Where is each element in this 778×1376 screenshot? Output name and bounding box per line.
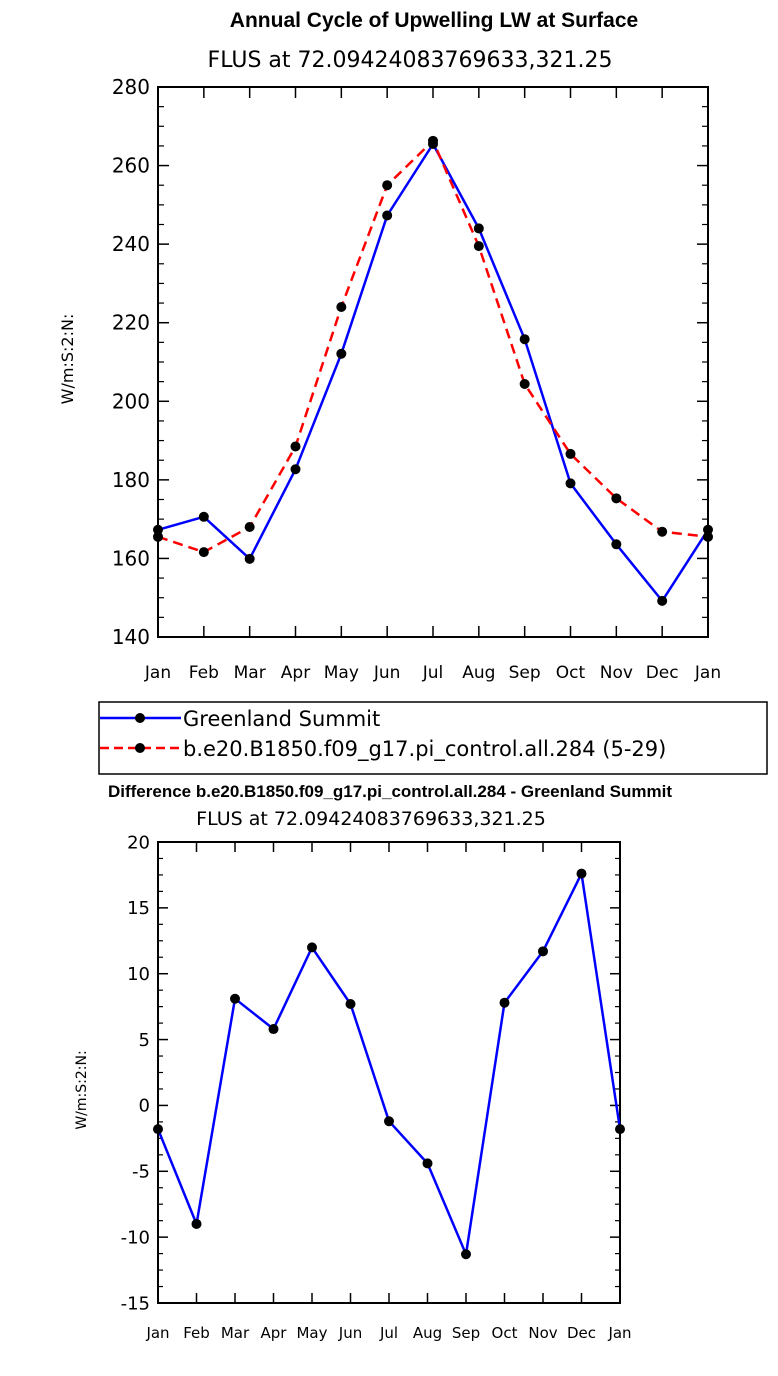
chart2-series-1-point <box>230 993 240 1004</box>
chart2-ytick-label: 5 <box>139 1030 150 1051</box>
chart2-series-1-point <box>384 1116 394 1127</box>
chart2-series-1-point <box>461 1249 471 1260</box>
chart2-xtick-label: Jan <box>607 1324 631 1342</box>
legend-marker-series-2 <box>135 743 145 753</box>
chart2-series-1-point <box>307 942 317 953</box>
chart2-ytick-label: 15 <box>127 898 150 919</box>
chart1-series-1-point <box>611 539 622 550</box>
chart1-xtick-label: May <box>324 663 359 683</box>
chart2-ytick-label: -15 <box>121 1293 150 1314</box>
chart2-plot-frame <box>157 841 621 1304</box>
chart1-series-1-point <box>565 478 576 489</box>
chart1-series-1-point <box>153 524 163 535</box>
chart1-series-2-point <box>382 180 393 191</box>
chart1-series-1-point <box>519 334 530 345</box>
chart1-series-2-point <box>565 448 576 459</box>
chart1-series-2-point <box>336 302 347 312</box>
chart1-series-2-point <box>611 493 622 504</box>
chart2-series-1-point <box>268 1024 279 1035</box>
chart2-ytick-label: 20 <box>127 832 150 853</box>
chart1-xtick-label: Aug <box>462 663 495 683</box>
chart1-ytick-label: 140 <box>112 625 150 649</box>
chart2-series-1-point <box>422 1158 433 1169</box>
chart1-xtick-label: Mar <box>234 663 266 683</box>
chart1-ytick-label: 220 <box>112 311 150 335</box>
chart2-xtick-label: Jun <box>338 1324 362 1342</box>
chart1-xtick-label: Jul <box>422 663 444 683</box>
chart1-series-1-point <box>703 524 713 535</box>
legend-marker-series-1 <box>135 713 145 723</box>
chart1-series-2-point <box>473 241 484 252</box>
chart2-series-1-point <box>576 868 587 879</box>
chart1-title: Annual Cycle of Upwelling LW at Surface <box>230 9 638 32</box>
chart2-series-1-point <box>615 1124 625 1135</box>
chart1-xtick-label: Nov <box>600 663 633 683</box>
chart1-series-2-line <box>157 139 709 554</box>
legend-box <box>98 701 768 775</box>
chart2-xtick-label: Dec <box>567 1324 596 1342</box>
chart2-series-1-point <box>153 1124 163 1135</box>
chart1-series-1-point <box>473 223 484 234</box>
chart1-series-2-point <box>153 531 163 542</box>
chart1-xtick-label: Sep <box>509 663 541 683</box>
chart1-series-2-point <box>290 441 301 452</box>
chart2-series-1-line <box>156 872 622 1256</box>
chart2-xtick-label: Oct <box>492 1324 518 1342</box>
chart1-xtick-label: Jan <box>694 663 721 683</box>
chart1-series-2-point <box>198 547 209 558</box>
chart2-subtitle: FLUS at 72.09424083769633,321.25 <box>196 808 546 830</box>
chart2-xtick-label: Aug <box>413 1324 442 1342</box>
chart1-subtitle: FLUS at 72.09424083769633,321.25 <box>208 48 613 73</box>
chart1-ytick-label: 200 <box>112 389 150 413</box>
chart1-series-2-point <box>428 135 438 146</box>
chart2-series-1-point <box>499 997 510 1008</box>
chart2-series-1-point <box>345 999 356 1010</box>
chart1-ylabel: W/m:S:2:N: <box>58 314 77 405</box>
chart1-series-1-point <box>198 511 209 522</box>
chart2-xtick-label: Apr <box>261 1324 288 1342</box>
chart2-xtick-label: Sep <box>452 1324 480 1342</box>
chart1-series-2-point <box>703 531 713 542</box>
chart1-xtick-label: Jan <box>144 663 171 683</box>
chart1-xtick-label: Feb <box>189 663 219 683</box>
chart1-series-1-point <box>382 210 393 221</box>
chart1-series-1-point <box>336 348 347 359</box>
chart2-ytick-label: 0 <box>139 1096 150 1117</box>
chart2-series-1-point <box>191 1218 202 1229</box>
chart2-xtick-label: May <box>296 1324 327 1342</box>
chart1-series-1-point <box>290 464 301 475</box>
legend-label-series-1: Greenland Summit <box>183 707 380 731</box>
chart1-series-1-point <box>244 553 255 564</box>
chart1-series-1-point <box>657 595 668 606</box>
chart1-ytick-label: 260 <box>112 154 150 178</box>
chart1-ytick-label: 240 <box>112 232 150 256</box>
chart2-xtick-label: Mar <box>221 1324 250 1342</box>
chart1-series-2-point <box>657 526 668 537</box>
chart2-ylabel: W/m:S:2:N: <box>74 1050 90 1129</box>
chart2-xtick-label: Jul <box>379 1324 398 1342</box>
chart1-xtick-label: Oct <box>556 663 586 683</box>
chart2-xtick-label: Nov <box>528 1324 557 1342</box>
chart2-xtick-label: Feb <box>183 1324 210 1342</box>
chart1-series-2-point <box>244 522 255 532</box>
chart1-xtick-label: Apr <box>281 663 310 683</box>
chart2-ytick-label: 10 <box>127 964 150 985</box>
chart1-series-2-point <box>519 379 530 389</box>
chart2-ytick-label: -10 <box>121 1227 150 1248</box>
chart1-ytick-label: 180 <box>112 468 150 492</box>
chart1-xtick-label: Jun <box>373 663 401 683</box>
chart1-legend: Greenland Summit b.e20.B1850.f09_g17.pi_… <box>98 701 768 775</box>
chart2-ytick-label: -5 <box>132 1162 150 1183</box>
chart2-title: Difference b.e20.B1850.f09_g17.pi_contro… <box>108 782 672 801</box>
chart2-xtick-label: Jan <box>145 1324 169 1342</box>
chart1-xtick-label: Dec <box>646 663 679 683</box>
chart2-series-1-point <box>538 946 548 957</box>
legend-label-series-2: b.e20.B1850.f09_g17.pi_control.all.284 (… <box>183 737 666 762</box>
chart1-ytick-label: 280 <box>112 75 150 99</box>
chart1-ytick-label: 160 <box>112 546 150 570</box>
